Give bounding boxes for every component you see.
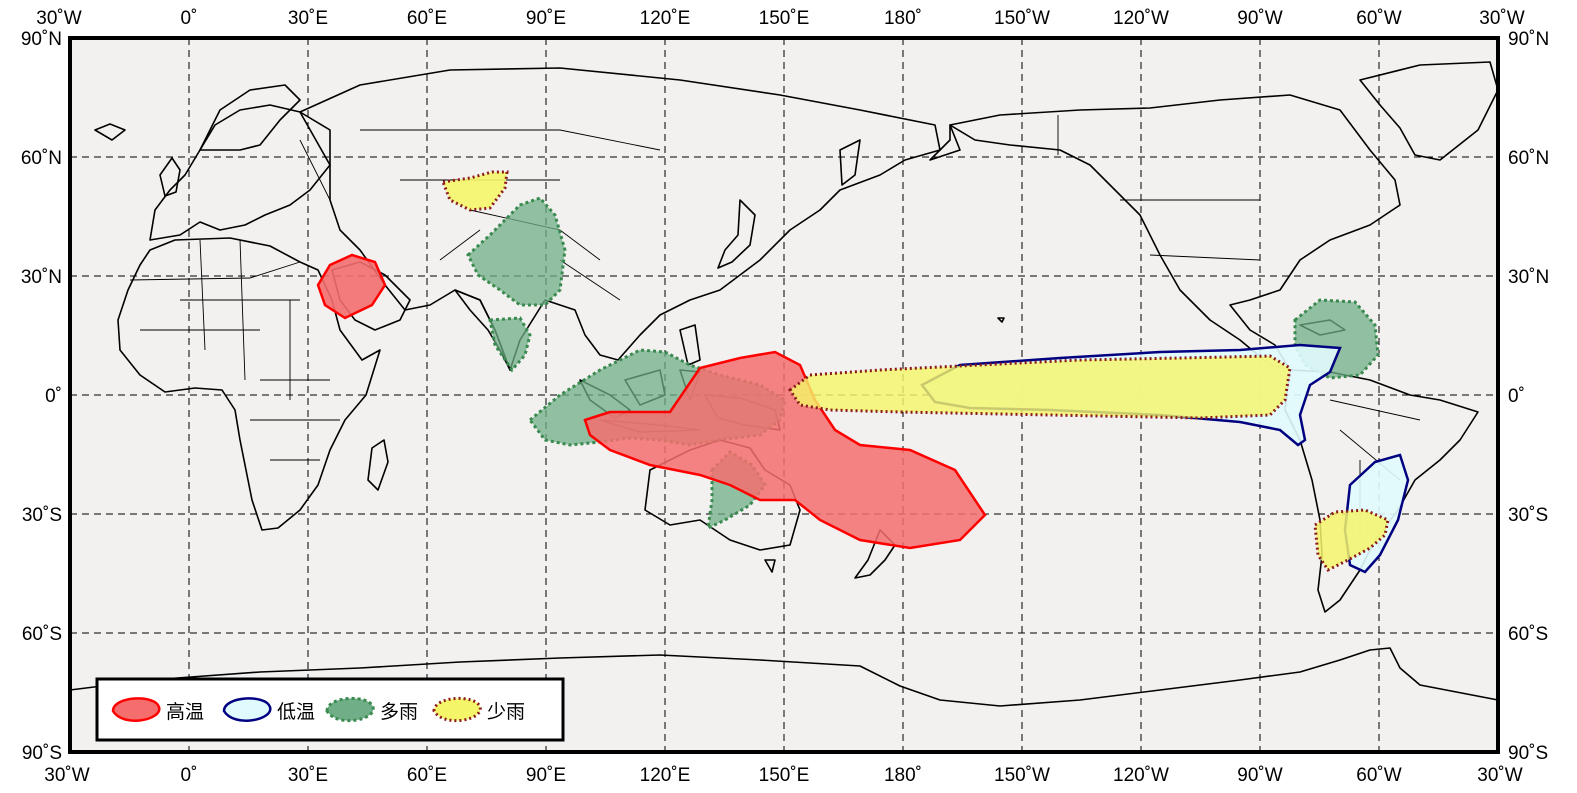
right-axis-labels: 90˚N 60˚N 30˚N 0˚ 30˚S 60˚S 90˚S — [1508, 29, 1549, 764]
bottom-tick: 150˚W — [994, 765, 1050, 786]
left-axis-labels: 90˚N 60˚N 30˚N 0˚ 30˚S 60˚S 90˚S — [21, 29, 62, 764]
legend-label-wet: 多雨 — [380, 701, 418, 723]
top-tick: 30˚E — [288, 8, 328, 29]
top-tick: 60˚E — [407, 8, 447, 29]
left-tick: 60˚N — [21, 148, 62, 169]
legend: 高温 低温 多雨 少雨 — [95, 677, 565, 742]
legend-label-dry: 少雨 — [487, 701, 525, 723]
high-temp-region-west-pacific — [583, 350, 987, 550]
wet-region-central-asia — [466, 196, 567, 307]
left-tick: 30˚S — [22, 505, 62, 526]
legend-label-low-temp: 低温 — [277, 701, 315, 723]
top-tick: 150˚E — [759, 8, 810, 29]
dry-region-siberia — [440, 170, 509, 212]
wet-region-india — [488, 316, 532, 373]
left-tick: 30˚N — [21, 267, 62, 288]
dry-region-south-america — [1313, 508, 1390, 572]
map-frame — [68, 36, 1500, 754]
top-tick: 0˚ — [181, 8, 198, 29]
right-tick: 60˚N — [1508, 148, 1549, 169]
anomaly-regions — [316, 170, 1410, 574]
top-axis-labels: 30˚W 0˚ 30˚E 60˚E 90˚E 120˚E 150˚E 180˚ … — [36, 8, 1524, 29]
right-tick: 30˚S — [1508, 505, 1548, 526]
left-tick: 90˚S — [22, 743, 62, 764]
legend-swatch-dry — [432, 696, 482, 723]
right-tick: 30˚N — [1508, 267, 1549, 288]
bottom-tick: 90˚W — [1237, 765, 1282, 786]
bottom-tick: 120˚E — [640, 765, 691, 786]
bottom-tick: 30˚W — [44, 765, 89, 786]
left-tick: 0˚ — [45, 386, 62, 407]
top-tick: 120˚W — [1113, 8, 1169, 29]
left-tick: 90˚N — [21, 29, 62, 50]
top-tick: 90˚E — [526, 8, 566, 29]
left-tick: 60˚S — [22, 624, 62, 645]
legend-swatch-wet — [325, 696, 375, 723]
right-tick: 0˚ — [1508, 386, 1525, 407]
legend-swatch-low-temp — [222, 697, 272, 722]
top-tick: 30˚W — [1479, 8, 1524, 29]
top-tick: 30˚W — [36, 8, 81, 29]
bottom-tick: 60˚E — [407, 765, 447, 786]
bottom-tick: 30˚E — [288, 765, 328, 786]
legend-label-high-temp: 高温 — [166, 701, 204, 723]
legend-swatch-high-temp — [111, 697, 161, 722]
bottom-axis-labels: 30˚W 0˚ 30˚E 60˚E 90˚E 120˚E 150˚E 180˚ … — [44, 765, 1522, 786]
dry-region-equatorial-pacific — [787, 354, 1292, 420]
right-tick: 90˚N — [1508, 29, 1549, 50]
bottom-tick: 30˚W — [1477, 765, 1522, 786]
bottom-tick: 120˚W — [1113, 765, 1169, 786]
top-tick: 180˚ — [884, 8, 922, 29]
high-temp-region-middle-east — [316, 253, 387, 320]
top-tick: 150˚W — [994, 8, 1050, 29]
top-tick: 60˚W — [1356, 8, 1401, 29]
top-tick: 120˚E — [640, 8, 691, 29]
bottom-tick: 60˚W — [1356, 765, 1401, 786]
bottom-tick: 150˚E — [759, 765, 810, 786]
bottom-tick: 0˚ — [181, 765, 198, 786]
top-tick: 90˚W — [1237, 8, 1282, 29]
bottom-tick: 180˚ — [884, 765, 922, 786]
right-tick: 90˚S — [1508, 743, 1548, 764]
right-tick: 60˚S — [1508, 624, 1548, 645]
bottom-tick: 90˚E — [526, 765, 566, 786]
